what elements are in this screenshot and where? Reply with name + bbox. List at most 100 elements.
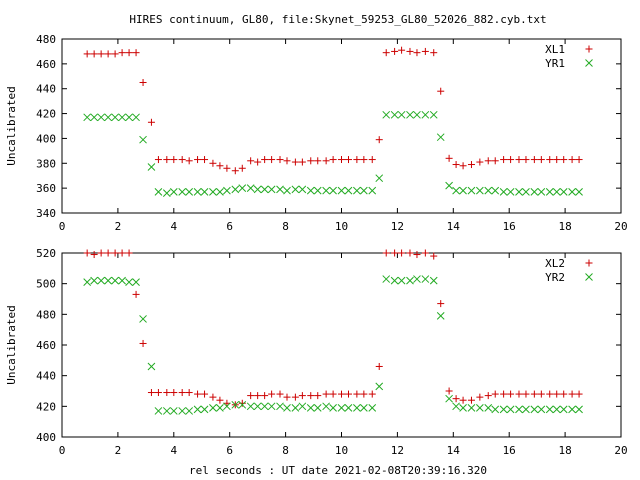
yr1-point bbox=[97, 113, 105, 122]
yr1-point bbox=[390, 110, 399, 119]
yr2-point bbox=[406, 276, 414, 285]
top-panel: 0 2 4 6 8 10 12 14 16 18 20 340 360 380 400 420 440 460 48… bbox=[5, 33, 628, 233]
yr2-point bbox=[193, 405, 202, 414]
yr2-point bbox=[200, 405, 209, 414]
xl2-point bbox=[344, 390, 352, 398]
yr2-point bbox=[353, 404, 361, 412]
yr1-point bbox=[223, 186, 231, 195]
legend-marker bbox=[585, 59, 593, 67]
xl1-point bbox=[467, 161, 475, 169]
xl2-point bbox=[201, 390, 209, 398]
yr2-point bbox=[178, 407, 187, 415]
yr2-point bbox=[322, 402, 330, 411]
xl2-point bbox=[298, 392, 306, 400]
x-tick-label: 10 bbox=[335, 444, 348, 457]
yr2-point bbox=[267, 402, 276, 411]
yr2-point bbox=[132, 278, 140, 286]
xl1-point bbox=[291, 158, 299, 166]
yr1-point bbox=[139, 135, 147, 144]
xl1-point bbox=[391, 47, 399, 55]
y-tick-label: 420 bbox=[36, 108, 56, 121]
xl2-point bbox=[276, 390, 284, 398]
yr1-point bbox=[452, 186, 460, 195]
xl1-point bbox=[530, 156, 538, 164]
y-tick-label: 480 bbox=[36, 308, 56, 321]
yr2-point bbox=[436, 312, 445, 320]
yr1-point bbox=[125, 113, 133, 122]
yr2-point bbox=[537, 405, 546, 414]
xl2-point bbox=[413, 251, 421, 259]
xl1-point bbox=[437, 87, 445, 95]
xl1-point bbox=[507, 156, 515, 164]
yr1-point bbox=[559, 188, 568, 196]
yr2-point bbox=[118, 276, 126, 285]
xl1-point bbox=[344, 156, 352, 164]
xl2-point bbox=[291, 393, 299, 401]
legend-marker bbox=[585, 45, 593, 53]
yr1-point bbox=[397, 110, 406, 119]
yr1-point bbox=[238, 184, 247, 192]
yr1-point bbox=[421, 110, 430, 119]
xl1-point bbox=[375, 136, 383, 144]
yr1-point bbox=[353, 186, 361, 195]
x-tick-label: 4 bbox=[170, 444, 177, 457]
xl1-point bbox=[201, 156, 209, 164]
legend-label: YR2 bbox=[545, 271, 565, 284]
y-tick-label: 520 bbox=[36, 247, 56, 260]
yr1-point bbox=[118, 113, 126, 122]
yr1-point bbox=[436, 133, 445, 142]
plot-frame bbox=[61, 252, 622, 438]
xl2-point bbox=[476, 393, 484, 401]
yr2-point bbox=[238, 400, 247, 409]
xl2-point bbox=[338, 390, 345, 398]
yr2-point bbox=[154, 407, 163, 415]
xl1-point bbox=[421, 47, 429, 55]
xl2-point bbox=[154, 389, 162, 397]
yr2-point bbox=[413, 275, 421, 283]
xl1-point bbox=[322, 157, 330, 165]
xl1-point bbox=[413, 49, 421, 57]
xl1-point bbox=[178, 156, 186, 164]
yr1-point bbox=[90, 113, 98, 122]
xl2-point bbox=[223, 399, 231, 407]
yr1-point bbox=[382, 110, 391, 119]
yr1-point bbox=[111, 113, 119, 122]
x-tick-label: 16 bbox=[503, 220, 516, 233]
xl1-point bbox=[118, 49, 126, 57]
xl1-point bbox=[430, 49, 438, 57]
xl2-point bbox=[283, 393, 291, 401]
xl1-point bbox=[406, 47, 414, 55]
xl1-point bbox=[307, 157, 315, 165]
x-tick-label: 14 bbox=[447, 444, 461, 457]
legend-label: XL1 bbox=[545, 43, 565, 56]
xl1-point bbox=[104, 50, 112, 58]
xl1-point bbox=[522, 156, 530, 164]
xl1-point bbox=[553, 156, 561, 164]
x-tick-label: 12 bbox=[391, 444, 404, 457]
xl2-point bbox=[268, 390, 276, 398]
yr1-point bbox=[209, 188, 217, 196]
yr2-point bbox=[382, 275, 391, 283]
y-tick-label: 500 bbox=[36, 278, 56, 291]
xl2-point bbox=[452, 395, 460, 403]
xl2-point bbox=[430, 252, 438, 260]
yr2-point bbox=[329, 404, 337, 412]
yr2-point bbox=[260, 402, 269, 411]
yr2-point bbox=[246, 402, 255, 411]
yr2-point bbox=[97, 276, 105, 285]
yr1-point bbox=[246, 184, 255, 192]
plot-frame bbox=[61, 38, 622, 214]
yr1-point bbox=[178, 188, 187, 196]
yr2-point bbox=[306, 404, 315, 412]
yr2-point bbox=[111, 276, 119, 285]
xl2-point bbox=[467, 396, 475, 404]
xl1-point bbox=[398, 46, 406, 54]
yr2-point bbox=[568, 405, 576, 414]
xl2-point bbox=[391, 249, 399, 257]
xl2-point bbox=[553, 390, 561, 398]
yr2-point bbox=[467, 404, 476, 412]
y-tick-label: 380 bbox=[36, 157, 56, 170]
yr2-point bbox=[344, 404, 353, 412]
x-tick-label: 4 bbox=[170, 220, 177, 233]
y-tick-label: 360 bbox=[36, 182, 56, 195]
